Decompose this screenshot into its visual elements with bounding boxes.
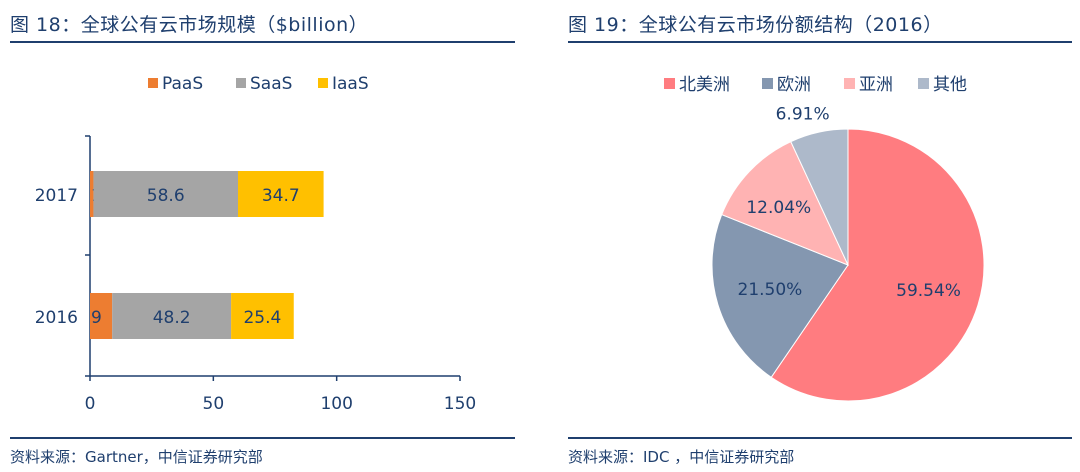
y-category-label: 2016 bbox=[35, 308, 78, 328]
source-divider bbox=[568, 437, 1072, 439]
pie-chart: 北美洲 欧洲 亚洲 其他 59.54% 21.50% 12.04% 6.91% bbox=[664, 75, 985, 402]
bar-chart: PaaSSaaSIaaS05010015020171.458.634.72016… bbox=[35, 74, 476, 414]
legend-label-paas: PaaS bbox=[162, 74, 203, 94]
pie-data-label-3: 6.91% bbox=[776, 105, 830, 125]
x-tick-label: 150 bbox=[444, 394, 476, 414]
bar-chart-panel: 图 18：全球公有云市场规模（$billion） PaaS SaaS IaaS 0 50… bbox=[10, 0, 515, 472]
bar-segment-saas-2016 bbox=[112, 293, 232, 339]
legend-swatch-3 bbox=[918, 78, 929, 89]
bar-segment-iaas-2017 bbox=[238, 171, 324, 217]
bar-chart-title: 图 18：全球公有云市场规模（$billion） bbox=[10, 14, 369, 36]
bar-segment-paas-2017 bbox=[90, 171, 94, 217]
legend-swatch-paas bbox=[148, 78, 158, 88]
pie-data-label-0: 59.54% bbox=[896, 281, 961, 301]
x-tick-label: 50 bbox=[203, 394, 225, 414]
legend-swatch-1 bbox=[762, 78, 773, 89]
bar-chart-source: 资料来源：Gartner，中信证券研究部 bbox=[10, 448, 263, 466]
pie-data-label-2: 12.04% bbox=[746, 198, 811, 218]
title-divider bbox=[568, 41, 1072, 43]
legend-label-2: 亚洲 bbox=[859, 75, 893, 95]
pie-slice-3 bbox=[790, 128, 849, 266]
legend-label-saas: SaaS bbox=[250, 74, 292, 94]
pie-slice-1 bbox=[711, 213, 849, 378]
bar-data-label: 9 bbox=[91, 308, 102, 328]
bar-data-label: 48.2 bbox=[153, 308, 191, 328]
x-tick-label: 0 bbox=[85, 394, 96, 414]
pie-slice-0 bbox=[770, 128, 985, 402]
legend-label-0: 北美洲 bbox=[679, 75, 730, 95]
legend-label-3: 其他 bbox=[933, 75, 967, 95]
bar-segment-saas-2017 bbox=[93, 171, 238, 217]
bar-segment-iaas-2016 bbox=[231, 293, 294, 339]
legend-swatch-iaas bbox=[318, 78, 328, 88]
pie-chart-source: 资料来源：IDC ，中信证券研究部 bbox=[568, 448, 795, 466]
bar-data-label: 25.4 bbox=[243, 308, 281, 328]
x-tick-label: 100 bbox=[320, 394, 352, 414]
pie-chart-title: 图 19：全球公有云市场份额结构（2016） bbox=[568, 14, 943, 36]
source-divider bbox=[10, 437, 515, 439]
pie-data-label-1: 21.50% bbox=[738, 280, 803, 300]
bar-segment-paas-2016 bbox=[90, 293, 113, 339]
title-divider bbox=[10, 41, 515, 43]
legend-label-1: 欧洲 bbox=[777, 75, 811, 95]
legend-label-iaas: IaaS bbox=[332, 74, 369, 94]
bar-data-label: 34.7 bbox=[262, 186, 300, 206]
bar-data-label: 58.6 bbox=[147, 186, 185, 206]
y-category-label: 2017 bbox=[35, 186, 78, 206]
legend-swatch-saas bbox=[236, 78, 246, 88]
legend-swatch-0 bbox=[664, 78, 675, 89]
pie-chart-panel: 图 19：全球公有云市场份额结构（2016） 北美洲 欧洲 亚洲 其他 59.54% 21… bbox=[568, 0, 1072, 472]
pie-slice-2 bbox=[721, 140, 849, 266]
legend-swatch-2 bbox=[844, 78, 855, 89]
